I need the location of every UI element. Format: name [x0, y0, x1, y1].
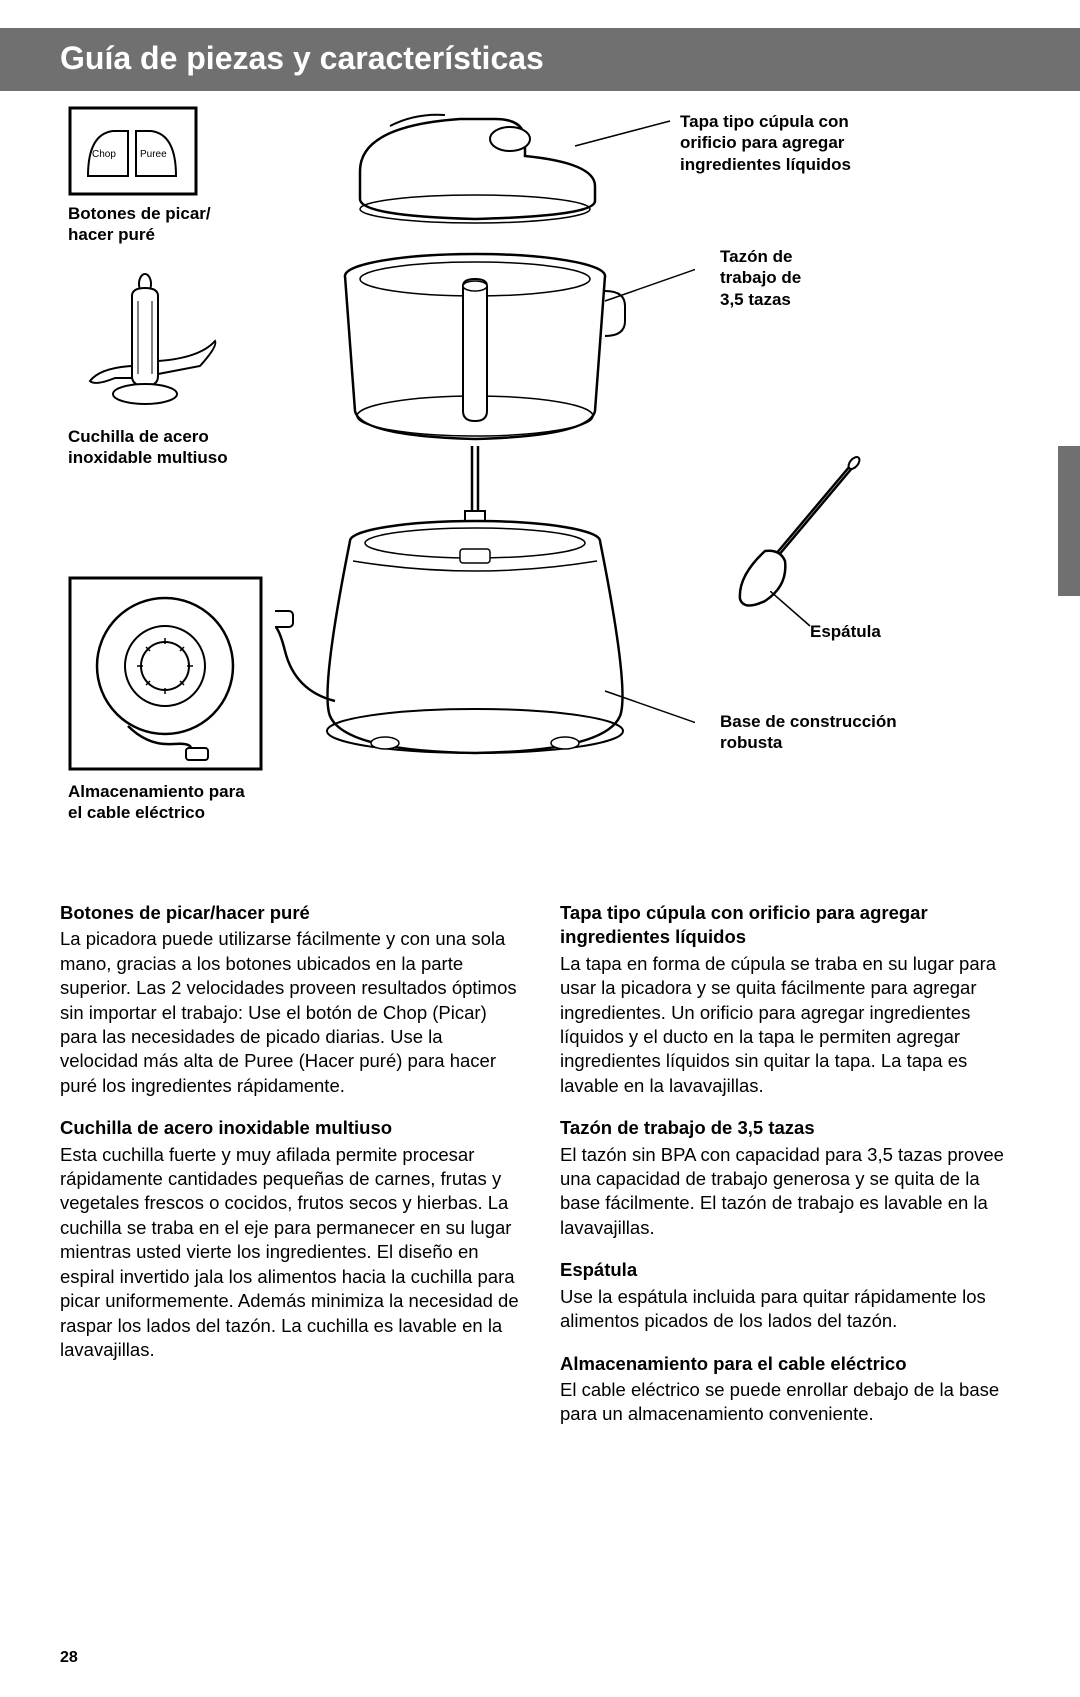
section-bowl: Tazón de trabajo de 3,5 tazas El tazón s… [560, 1116, 1020, 1240]
section-spatula: Espátula Use la espátula incluida para q… [560, 1258, 1020, 1333]
section-title: Tapa tipo cúpula con orificio para agreg… [560, 901, 1020, 950]
base-label: Base de construcción robusta [720, 711, 897, 754]
header-bar: Guía de piezas y características [0, 28, 1080, 91]
section-cord: Almacenamiento para el cable eléctrico E… [560, 1352, 1020, 1427]
page-title: Guía de piezas y características [60, 40, 1050, 77]
parts-diagram: Chop Puree Botones de picar/ hacer puré … [0, 91, 1080, 891]
buttons-inset-icon [68, 106, 198, 196]
cord-storage-inset-icon [68, 576, 263, 771]
section-body: El cable eléctrico se puede enrollar deb… [560, 1378, 1020, 1427]
section-body: La tapa en forma de cúpula se traba en s… [560, 952, 1020, 1098]
column-left: Botones de picar/hacer puré La picadora … [60, 901, 520, 1445]
section-body: Esta cuchilla fuerte y muy afilada permi… [60, 1143, 520, 1363]
lid-label: Tapa tipo cúpula con orificio para agreg… [680, 111, 851, 175]
blade-icon [80, 266, 230, 416]
section-body: El tazón sin BPA con capacidad para 3,5 … [560, 1143, 1020, 1241]
section-title: Espátula [560, 1258, 1020, 1282]
section-title: Tazón de trabajo de 3,5 tazas [560, 1116, 1020, 1140]
section-buttons: Botones de picar/hacer puré La picadora … [60, 901, 520, 1098]
section-blade: Cuchilla de acero inoxidable multiuso Es… [60, 1116, 520, 1362]
column-right: Tapa tipo cúpula con orificio para agreg… [560, 901, 1020, 1445]
buttons-label: Botones de picar/ hacer puré [68, 203, 211, 246]
cord-label: Almacenamiento para el cable eléctrico [68, 781, 245, 824]
bowl-label: Tazón de trabajo de 3,5 tazas [720, 246, 801, 310]
section-lid: Tapa tipo cúpula con orificio para agreg… [560, 901, 1020, 1098]
chop-button-label: Chop [92, 149, 116, 160]
description-columns: Botones de picar/hacer puré La picadora … [0, 891, 1080, 1445]
section-title: Cuchilla de acero inoxidable multiuso [60, 1116, 520, 1140]
page-number: 28 [60, 1649, 78, 1667]
section-title: Botones de picar/hacer puré [60, 901, 520, 925]
spatula-leader [770, 591, 830, 631]
chopper-exploded-icon [275, 91, 695, 791]
section-body: Use la espátula incluida para quitar ráp… [560, 1285, 1020, 1334]
section-body: La picadora puede utilizarse fácilmente … [60, 927, 520, 1098]
section-title: Almacenamiento para el cable eléctrico [560, 1352, 1020, 1376]
puree-button-label: Puree [140, 149, 167, 160]
blade-label: Cuchilla de acero inoxidable multiuso [68, 426, 228, 469]
